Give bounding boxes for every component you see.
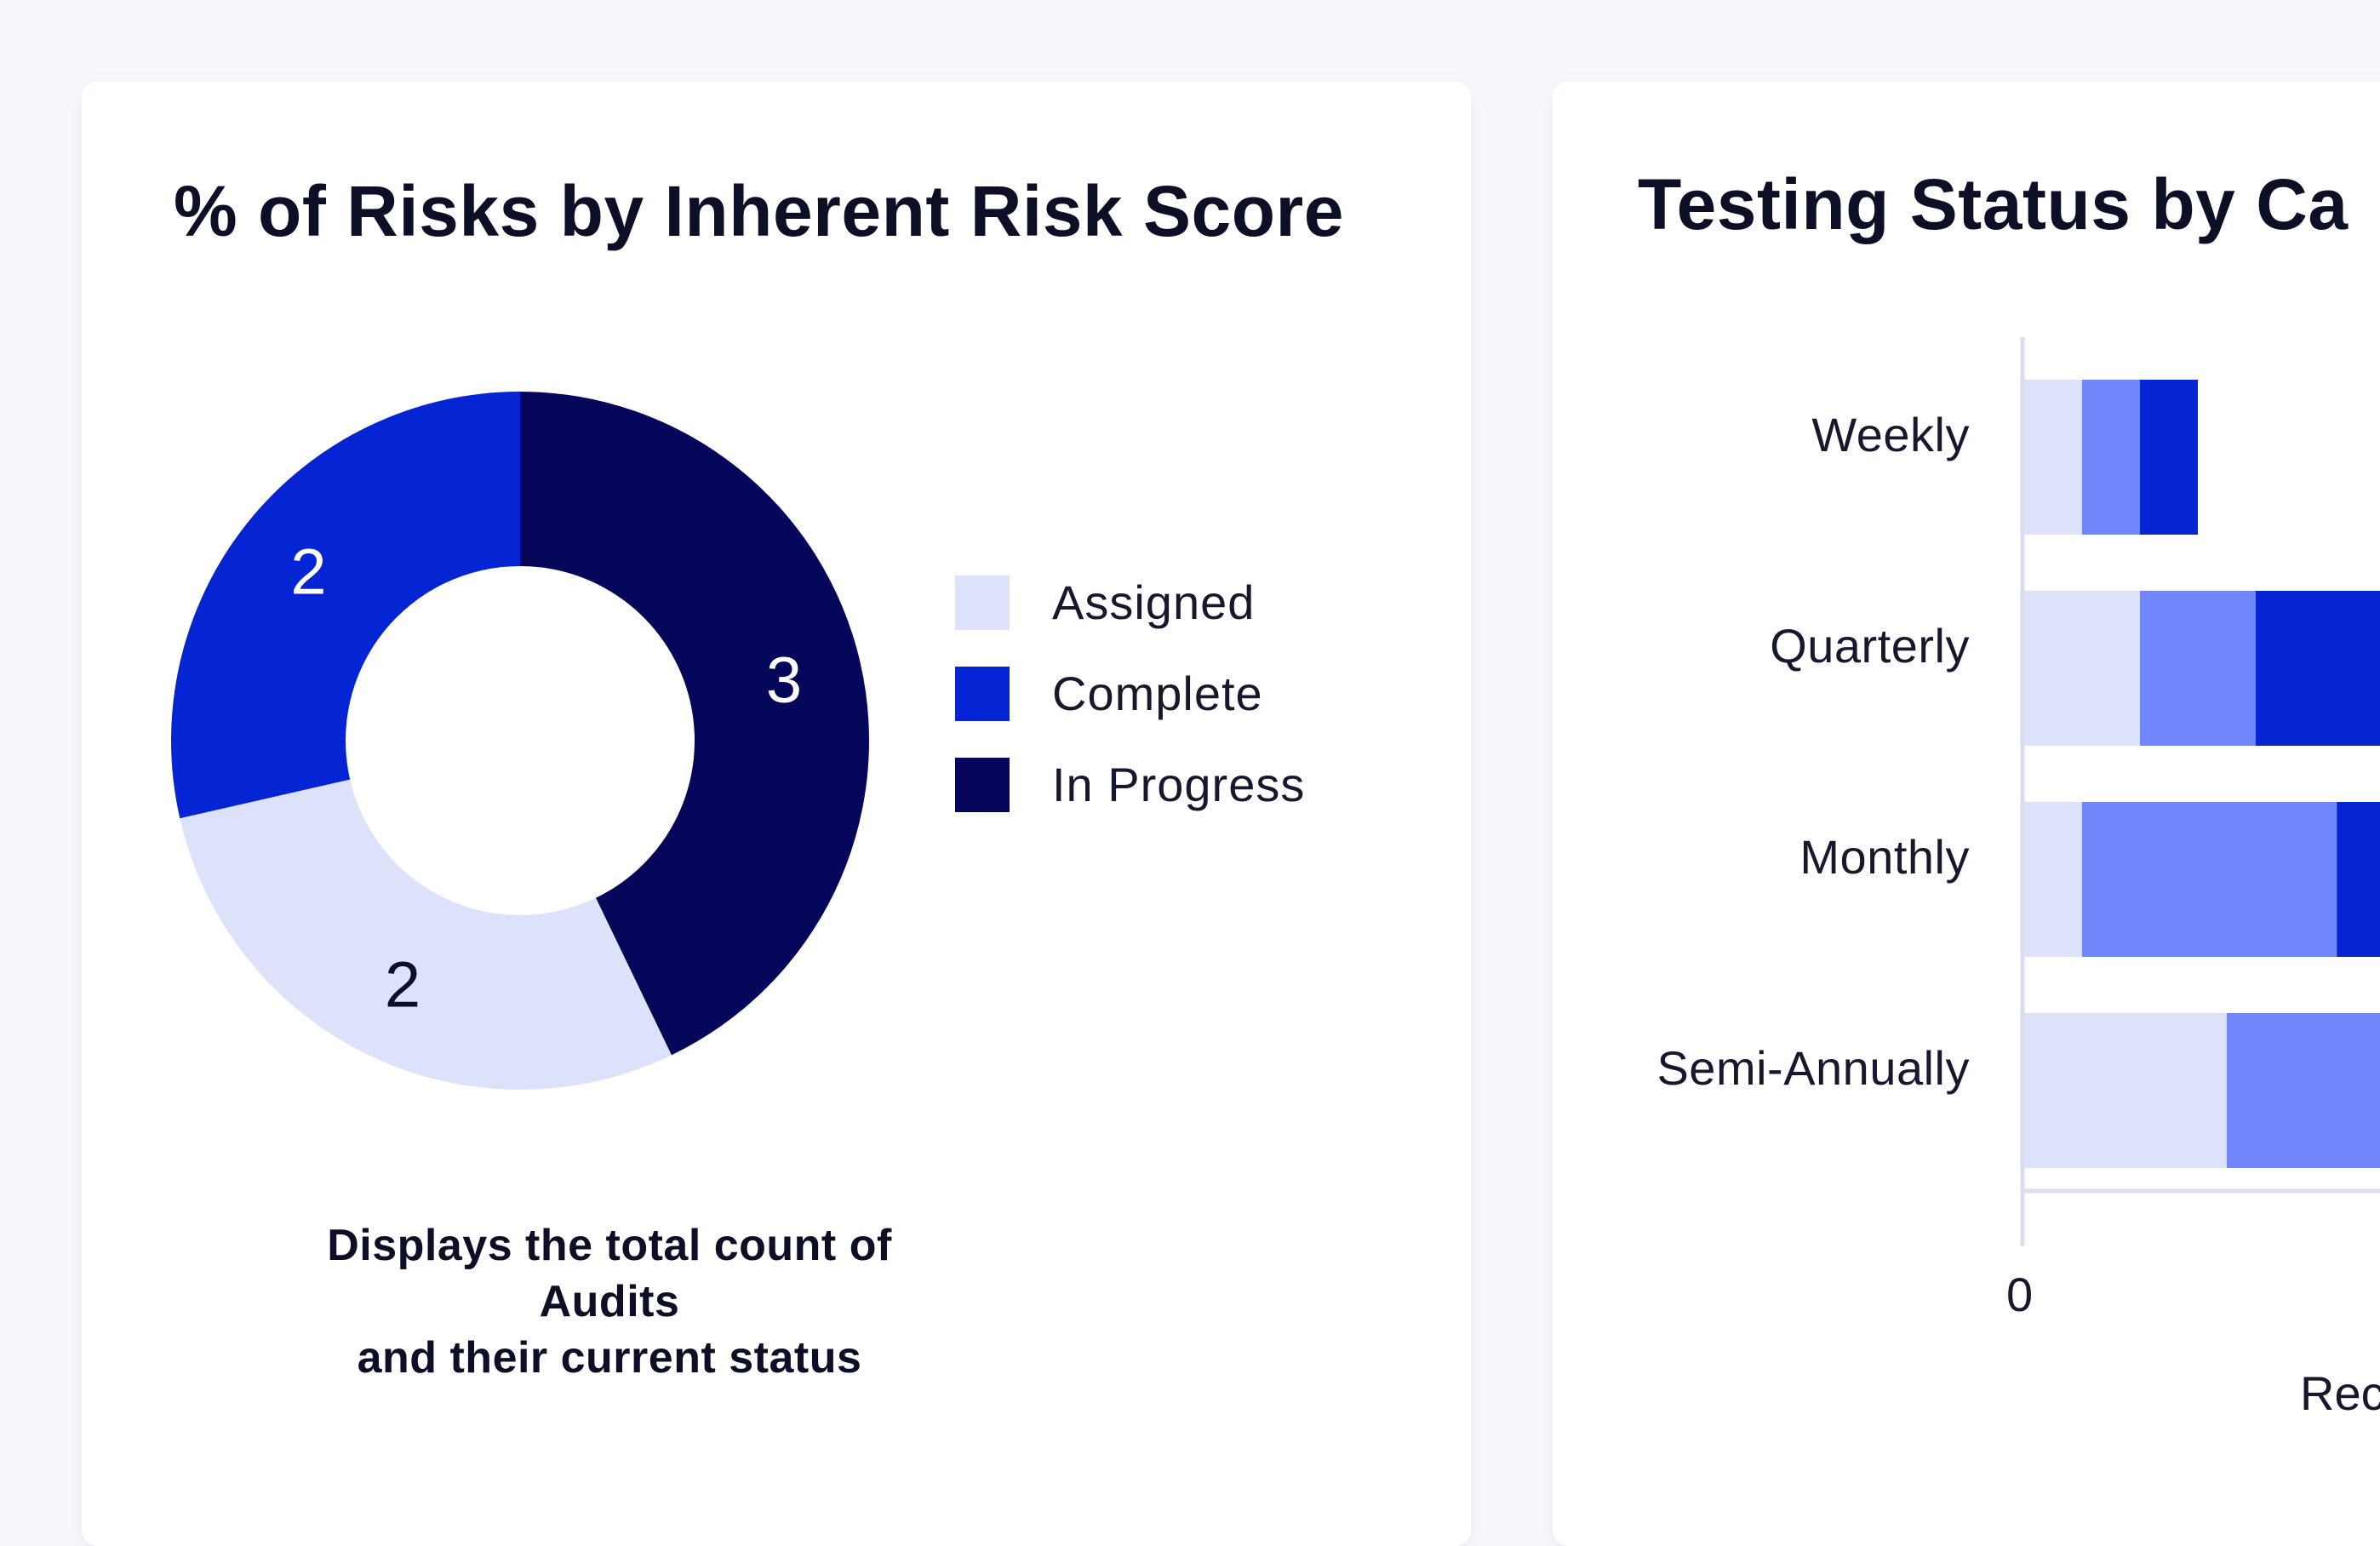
legend-swatch-assigned (955, 575, 1010, 630)
donut-chart: 3 2 2 (170, 392, 869, 1090)
bar-segment-monthly-1[interactable] (2082, 802, 2337, 957)
slice-value-label: 2 (290, 536, 326, 609)
bar-segment-weekly-1[interactable] (2082, 380, 2140, 535)
chart-caption: Displays the total count of Audits and t… (279, 1217, 940, 1386)
bar-segment-semi-annually-1[interactable] (2227, 1013, 2380, 1168)
bar-segment-weekly-2[interactable] (2140, 380, 2198, 535)
caption-line: Displays the total count of Audits (327, 1221, 892, 1326)
category-label: Weekly (1811, 408, 1970, 461)
stacked-bar-chart (2020, 337, 2380, 1246)
donut-slice-assigned[interactable] (180, 779, 672, 1090)
donut-slice-complete[interactable] (170, 392, 520, 819)
slice-value-label: 3 (766, 644, 802, 717)
testing-status-card: Testing Status by Ca Weekly Quarterly Mo… (1553, 82, 2380, 1546)
bar-segment-quarterly-0[interactable] (2024, 591, 2140, 746)
legend-swatch-complete (955, 667, 1010, 721)
risk-score-card: % of Risks by Inherent Risk Score 3 2 2 As… (82, 82, 1471, 1546)
category-label: Quarterly (1770, 619, 1970, 673)
legend-swatch-in-progress (955, 758, 1010, 812)
bar-segment-quarterly-2[interactable] (2256, 591, 2380, 746)
slice-value-label: 2 (385, 949, 421, 1022)
bar-segment-semi-annually-0[interactable] (2024, 1013, 2227, 1168)
category-label: Monthly (1799, 830, 1970, 884)
x-tick-label: 0 (2006, 1268, 2034, 1321)
legend-label: Assigned (1052, 575, 1256, 629)
bar-segment-weekly-0[interactable] (2024, 380, 2082, 535)
chart-title: % of Risks by Inherent Risk Score (174, 171, 1344, 251)
donut-slice-in-progress[interactable] (520, 392, 869, 1056)
legend-label: In Progress (1052, 758, 1306, 811)
bar-segment-quarterly-1[interactable] (2140, 591, 2256, 746)
legend-label: Complete (1052, 667, 1263, 720)
chart-title: Testing Status by Ca (1638, 164, 2349, 244)
category-labels: Weekly Quarterly Monthly Semi-Annually (1553, 82, 1970, 1546)
x-axis-label: Rec (2300, 1366, 2380, 1420)
bar-segment-monthly-0[interactable] (2024, 802, 2082, 957)
bar-segment-monthly-2[interactable] (2337, 802, 2380, 957)
caption-line: and their current status (357, 1333, 862, 1383)
category-label: Semi-Annually (1656, 1041, 1970, 1095)
